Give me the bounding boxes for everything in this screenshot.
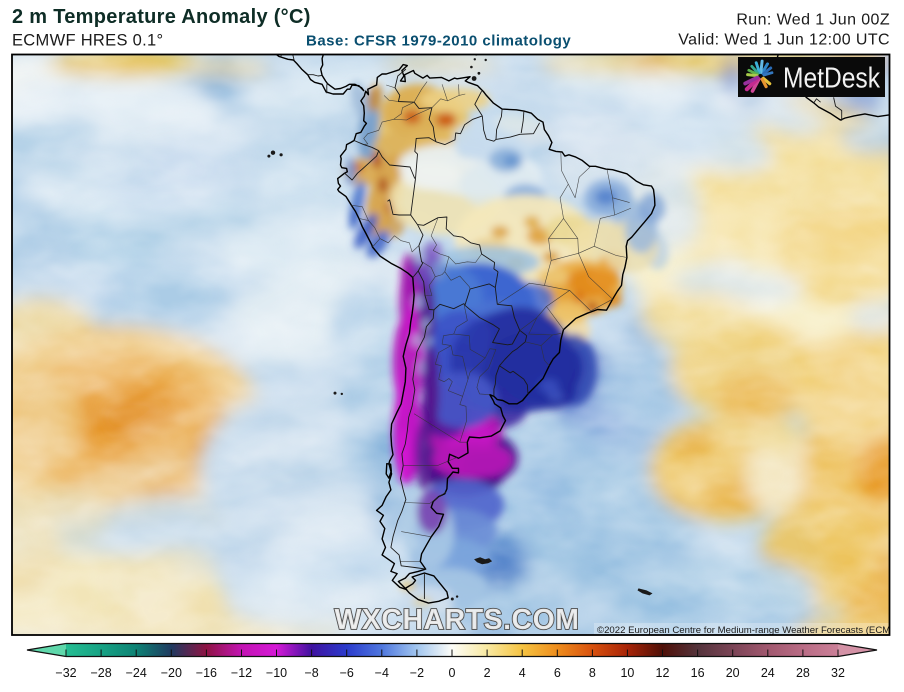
svg-text:−32: −32 [55,666,76,680]
svg-text:−8: −8 [304,666,318,680]
svg-text:20: 20 [726,666,740,680]
svg-text:−2: −2 [410,666,424,680]
svg-text:28: 28 [796,666,810,680]
svg-text:0: 0 [449,666,456,680]
svg-text:Base: CFSR 1979-2010 climatolo: Base: CFSR 1979-2010 climatology [306,33,571,50]
svg-text:−24: −24 [126,666,147,680]
svg-text:−6: −6 [340,666,354,680]
svg-text:−28: −28 [90,666,111,680]
svg-text:Valid: Wed 1 Jun 12:00 UTC: Valid: Wed 1 Jun 12:00 UTC [678,32,890,49]
svg-text:10: 10 [620,666,634,680]
svg-text:16: 16 [691,666,705,680]
svg-text:2: 2 [484,666,491,680]
svg-text:ECMWF HRES 0.1°: ECMWF HRES 0.1° [12,32,163,50]
svg-text:4: 4 [519,666,526,680]
svg-text:−20: −20 [161,666,182,680]
svg-text:12: 12 [656,666,670,680]
svg-text:8: 8 [589,666,596,680]
svg-text:Run: Wed 1 Jun 00Z: Run: Wed 1 Jun 00Z [736,12,890,29]
svg-text:−4: −4 [375,666,389,680]
svg-text:−16: −16 [196,666,217,680]
svg-text:2 m Temperature Anomaly (°C): 2 m Temperature Anomaly (°C) [12,6,311,28]
svg-text:−12: −12 [231,666,252,680]
svg-text:−10: −10 [266,666,287,680]
svg-text:32: 32 [831,666,845,680]
svg-text:6: 6 [554,666,561,680]
svg-text:WXCHARTS.COM: WXCHARTS.COM [334,604,579,636]
svg-text:24: 24 [761,666,775,680]
svg-text:©2022 European Centre for Medi: ©2022 European Centre for Medium-range W… [597,625,904,636]
svg-text:MetDesk: MetDesk [783,63,881,95]
